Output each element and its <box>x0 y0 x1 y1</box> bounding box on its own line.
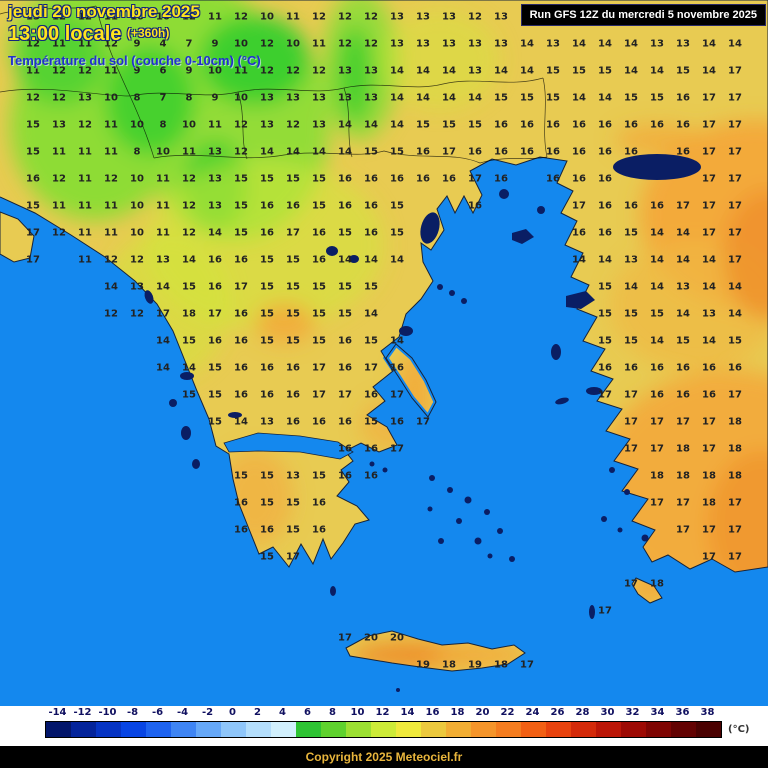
legend-color-cell <box>396 722 421 737</box>
islands-group <box>144 189 649 692</box>
legend-color-cell <box>146 722 171 737</box>
land-shading <box>0 0 768 671</box>
legend-tick: 24 <box>525 707 540 718</box>
legend-tick: 22 <box>500 707 515 718</box>
legend-tick: 6 <box>304 707 311 718</box>
legend-color-cell <box>571 722 596 737</box>
legend-color-cell <box>696 722 721 737</box>
legend-color-cell <box>296 722 321 737</box>
unit-label: (°C) <box>728 724 750 735</box>
sea-of-marmara <box>613 154 701 180</box>
legend-color-cell <box>671 722 696 737</box>
legend-tick: 12 <box>375 707 390 718</box>
legend-color-cell <box>121 722 146 737</box>
legend-color-cell <box>521 722 546 737</box>
coastlines <box>0 0 768 672</box>
lemnos-island <box>512 229 534 244</box>
legend-tick: 28 <box>575 707 590 718</box>
run-info-box: Run GFS 12Z du mercredi 5 novembre 2025 <box>520 4 766 26</box>
legend-tick: 16 <box>425 707 440 718</box>
legend-color-cell <box>621 722 646 737</box>
legend-color-cell <box>421 722 446 737</box>
legend-color-cell <box>646 722 671 737</box>
map-area: 13 12 12 11 10 10 12 11 12 10 11 12 12 12 13 13 13 12 13 12… <box>0 0 768 706</box>
legend-color-cell <box>321 722 346 737</box>
legend-tick: 8 <box>329 707 336 718</box>
legend-tick: -4 <box>176 707 189 718</box>
legend-color-cell <box>546 722 571 737</box>
legend-colorbar <box>45 721 722 738</box>
country-borders <box>0 5 548 164</box>
greece-map <box>0 0 768 706</box>
kefalonia-island <box>181 426 191 440</box>
legend-color-cell <box>446 722 471 737</box>
variable-label: Température du sol (couche 0-10cm) (°C) <box>8 53 261 68</box>
legend-tick: 10 <box>350 707 365 718</box>
euboea-island <box>385 343 437 418</box>
forecast-time-text: 13:00 locale <box>8 23 122 45</box>
legend-tick: -6 <box>151 707 164 718</box>
forecast-date: jeudi 20 novembre 2025 <box>8 2 200 21</box>
legend-tick: -10 <box>98 707 117 718</box>
rhodes-island <box>631 577 663 604</box>
copyright-text[interactable]: Copyright 2025 Meteociel.fr <box>305 750 463 764</box>
legend-tick: 18 <box>450 707 465 718</box>
legend-color-cell <box>246 722 271 737</box>
legend-color-cell <box>471 722 496 737</box>
thermaic-gulf <box>420 212 440 244</box>
legend-color-cell <box>196 722 221 737</box>
legend-color-cell <box>496 722 521 737</box>
karpathos-island <box>589 605 595 619</box>
legend-ticks: -14 -12 -10 -8 -6 -4 -2 0 2 4 6 8 10 12 14 16 18 20 22 24 26… <box>45 707 720 718</box>
legend-color-cell <box>221 722 246 737</box>
inner-seas-and-lakes <box>180 154 701 418</box>
forecast-offset: (+360h) <box>126 26 170 40</box>
legend-tick: 4 <box>279 707 286 718</box>
legend-tick: 14 <box>400 707 415 718</box>
gulf-of-corinth <box>223 432 354 460</box>
legend-color-cell <box>346 722 371 737</box>
legend-tick: 26 <box>550 707 565 718</box>
copyright-bar: Copyright 2025 Meteociel.fr <box>0 746 768 768</box>
lesbos-island <box>566 291 595 309</box>
legend-color-cell <box>271 722 296 737</box>
legend-tick: 2 <box>254 707 261 718</box>
crete-island <box>345 630 526 672</box>
samos-island <box>586 387 602 395</box>
legend-tick: 32 <box>625 707 640 718</box>
legend-tick: 38 <box>700 707 715 718</box>
chios-island <box>551 344 561 360</box>
legend-tick: -12 <box>73 707 92 718</box>
legend-tick: -14 <box>48 707 67 718</box>
forecast-time: 13:00 locale (+360h) <box>8 22 261 45</box>
legend-tick: 34 <box>650 707 665 718</box>
corfu-island <box>144 290 154 304</box>
legend-color-cell <box>96 722 121 737</box>
legend-color-cell <box>171 722 196 737</box>
legend-tick: 0 <box>229 707 236 718</box>
legend-tick: 20 <box>475 707 490 718</box>
legend-color-cell <box>71 722 96 737</box>
map-header: jeudi 20 novembre 2025 13:00 locale (+36… <box>8 2 261 68</box>
legend-tick: -8 <box>126 707 139 718</box>
legend-tick: -2 <box>201 707 214 718</box>
legend-color-cell <box>371 722 396 737</box>
legend-tick: 36 <box>675 707 690 718</box>
legend-tick: 30 <box>600 707 615 718</box>
legend-color-cell <box>46 722 71 737</box>
legend-color-cell <box>596 722 621 737</box>
color-scale-legend: -14 -12 -10 -8 -6 -4 -2 0 2 4 6 8 10 12 14 16 18 20 22 24 26… <box>0 706 768 746</box>
italy-heel <box>0 211 35 263</box>
